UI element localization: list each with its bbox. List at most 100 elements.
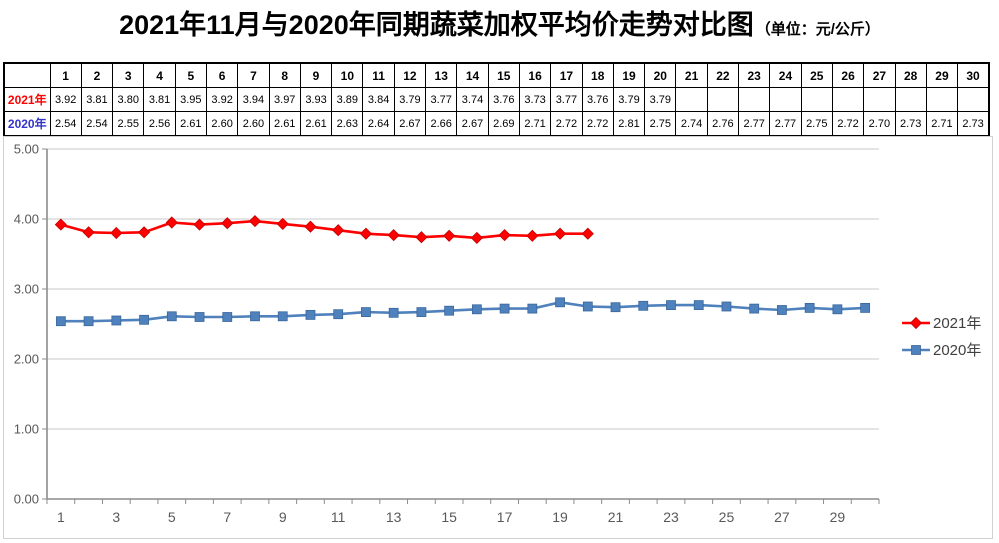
series-marker-2020年 xyxy=(250,311,260,322)
table-day-header: 4 xyxy=(143,62,176,88)
table-cell: 2.71 xyxy=(518,111,552,137)
series-line-2020年 xyxy=(59,301,867,323)
table-day-header: 8 xyxy=(268,62,301,88)
x-axis-label: 1 xyxy=(57,509,65,525)
table-cell: 2.75 xyxy=(800,111,833,137)
chart-frame: 0.00 1.00 2.00 3.00 4.00 5.00 1 3 5 7 9 11 13 15 17 19 2… xyxy=(3,136,993,539)
table-cell: 2.73 xyxy=(894,111,927,137)
table-day-header: 19 xyxy=(612,62,646,88)
series-marker-2020年 xyxy=(527,303,538,314)
table-cell xyxy=(706,87,740,112)
legend-marker xyxy=(909,316,923,330)
table-cell: 3.92 xyxy=(49,87,82,112)
table-day-header: 22 xyxy=(706,62,740,88)
series-marker-2021年 xyxy=(165,216,178,229)
series-marker-2020年 xyxy=(860,302,871,313)
series-marker-2021年 xyxy=(526,229,539,242)
series-marker-2020年 xyxy=(55,316,66,327)
table-cell: 3.77 xyxy=(550,87,583,112)
y-axis-label: 5.00 xyxy=(14,142,39,157)
x-axis-label: 17 xyxy=(497,509,513,525)
series-marker-2021年 xyxy=(443,229,456,242)
table-cell: 2.61 xyxy=(299,111,333,137)
table-cell: 2.75 xyxy=(644,111,677,137)
table-cell xyxy=(831,87,865,112)
series-marker-2020年 xyxy=(333,309,344,320)
x-axis-label: 29 xyxy=(830,509,846,525)
table-day-header: 20 xyxy=(644,62,677,88)
price-chart-svg: 0.001.002.003.004.005.001 3 5 7 9 11 13 15 17 19 2… xyxy=(14,142,982,526)
x-axis-label: 3 xyxy=(112,509,120,525)
series-marker-2020年 xyxy=(222,312,233,322)
x-axis-label: 11 xyxy=(331,509,346,525)
series-marker-2021年 xyxy=(193,218,206,231)
page-title-text: 2021年11月与2020年同期蔬菜加权平均价走势对比图 xyxy=(119,10,754,40)
series-marker-2020年 xyxy=(388,307,399,318)
table-day-header: 23 xyxy=(738,62,771,88)
table-cell: 2.76 xyxy=(706,111,740,137)
table-cell: 3.80 xyxy=(112,87,145,112)
legend-label: 2020年 xyxy=(933,342,981,359)
table-day-header: 27 xyxy=(863,62,896,88)
table-day-header: 16 xyxy=(518,62,552,88)
y-axis-label: 2.00 xyxy=(14,352,39,367)
series-marker-2021年 xyxy=(54,218,67,231)
series-marker-2020年 xyxy=(555,297,565,308)
series-marker-2020年 xyxy=(471,304,482,315)
table-cell: 2.73 xyxy=(957,111,990,137)
table-cell: 3.73 xyxy=(518,87,552,112)
table-cell: 2.81 xyxy=(612,111,646,137)
table-day-header: 25 xyxy=(800,62,833,88)
table-cell: 2.60 xyxy=(237,111,270,137)
series-marker-2021年 xyxy=(82,226,95,239)
table-day-header: 29 xyxy=(925,62,959,88)
x-axis-label: 13 xyxy=(386,509,402,525)
table-cell xyxy=(894,87,927,112)
series-marker-2021年 xyxy=(221,217,234,230)
table-cell: 2.54 xyxy=(49,111,82,137)
table-cell: 3.76 xyxy=(581,87,614,112)
table-day-header: 9 xyxy=(299,62,333,88)
table-cell xyxy=(738,87,771,112)
table-row-label: 2020年 xyxy=(3,111,51,137)
table-cell xyxy=(863,87,896,112)
table-day-header: 14 xyxy=(456,62,489,88)
series-marker-2021年 xyxy=(498,229,511,242)
table-cell: 3.81 xyxy=(80,87,114,112)
table-row-label: 2021年 xyxy=(3,87,51,112)
table-cell: 3.79 xyxy=(612,87,646,112)
series-marker-2020年 xyxy=(166,311,177,322)
series-marker-2020年 xyxy=(83,316,94,327)
table-cell: 2.61 xyxy=(268,111,301,137)
table-cell: 2.55 xyxy=(112,111,145,137)
table-day-header: 18 xyxy=(581,62,614,88)
table-cell: 2.54 xyxy=(80,111,114,137)
page-title: 2021年11月与2020年同期蔬菜加权平均价走势对比图 （单位：元/公斤） xyxy=(0,0,999,50)
table-day-header: 11 xyxy=(362,62,395,88)
table-cell xyxy=(925,87,959,112)
series-marker-2020年 xyxy=(666,300,676,311)
table-day-header: 26 xyxy=(831,62,865,88)
series-marker-2020年 xyxy=(638,300,649,311)
series-marker-2020年 xyxy=(832,304,843,315)
table-cell xyxy=(957,87,990,112)
table-day-header: 5 xyxy=(174,62,207,88)
table-cell: 2.77 xyxy=(738,111,771,137)
series-marker-2020年 xyxy=(416,307,427,318)
series-marker-2021年 xyxy=(304,220,317,233)
table-cell: 2.71 xyxy=(925,111,959,137)
table-cell: 3.89 xyxy=(331,87,364,112)
table-cell: 3.95 xyxy=(174,87,207,112)
x-axis-label: 21 xyxy=(608,509,624,525)
table-cell: 3.79 xyxy=(644,87,677,112)
series-marker-2020年 xyxy=(693,300,704,311)
table-cell: 3.81 xyxy=(143,87,176,112)
table-cell: 2.66 xyxy=(425,111,458,137)
legend-label: 2021年 xyxy=(933,315,981,332)
table-cell: 3.84 xyxy=(362,87,395,112)
table-day-header: 1 xyxy=(49,62,82,88)
x-axis-label: 5 xyxy=(168,509,176,525)
table-cell xyxy=(769,87,802,112)
x-axis-label: 9 xyxy=(279,509,287,525)
